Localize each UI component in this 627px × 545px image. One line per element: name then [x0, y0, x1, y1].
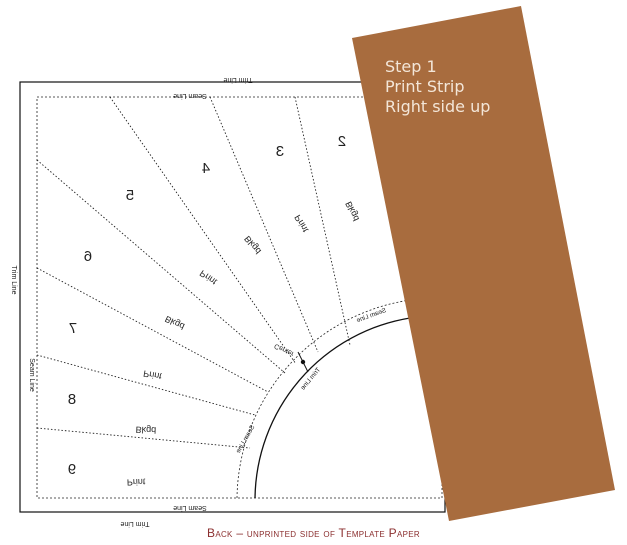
segment-number-5: 5 [126, 187, 134, 204]
segment-number-6: 6 [84, 248, 92, 265]
trim-arc [254, 317, 411, 499]
segment-number-8: 8 [68, 391, 76, 408]
segment-label-7: Print [142, 368, 162, 381]
segment-label-9: Print [127, 477, 146, 488]
strip-orientation-label: Right side up [385, 97, 491, 116]
trim-border [19, 81, 446, 513]
seam-line-label-top: Seam Line [173, 92, 207, 99]
strip-step-label: Step 1 [385, 57, 437, 76]
caption: Back – unprinted side of Template Paper [207, 526, 420, 540]
segment-number-4: 4 [202, 160, 210, 177]
center-dot [300, 359, 306, 365]
trim-line-label-bottom: Trim Line [120, 520, 149, 527]
segment-number-3: 3 [276, 143, 284, 160]
trim-line-label-top: Trim Line [223, 76, 252, 83]
segment-number-2: 2 [338, 133, 346, 150]
strip-fabric-label: Print Strip [385, 77, 465, 96]
seam-line-label-bottom: Seam Line [173, 504, 207, 511]
segment-number-9: 9 [68, 461, 76, 478]
print-strip [352, 6, 615, 521]
trim-line-label-left: Trim Line [10, 266, 17, 295]
seam-line-label-left: Seam Line [28, 358, 35, 392]
segment-label-8: Bkgd [135, 425, 156, 436]
segment-number-7: 7 [69, 320, 77, 337]
seam-arc [236, 299, 411, 499]
segment-lines [36, 96, 351, 449]
